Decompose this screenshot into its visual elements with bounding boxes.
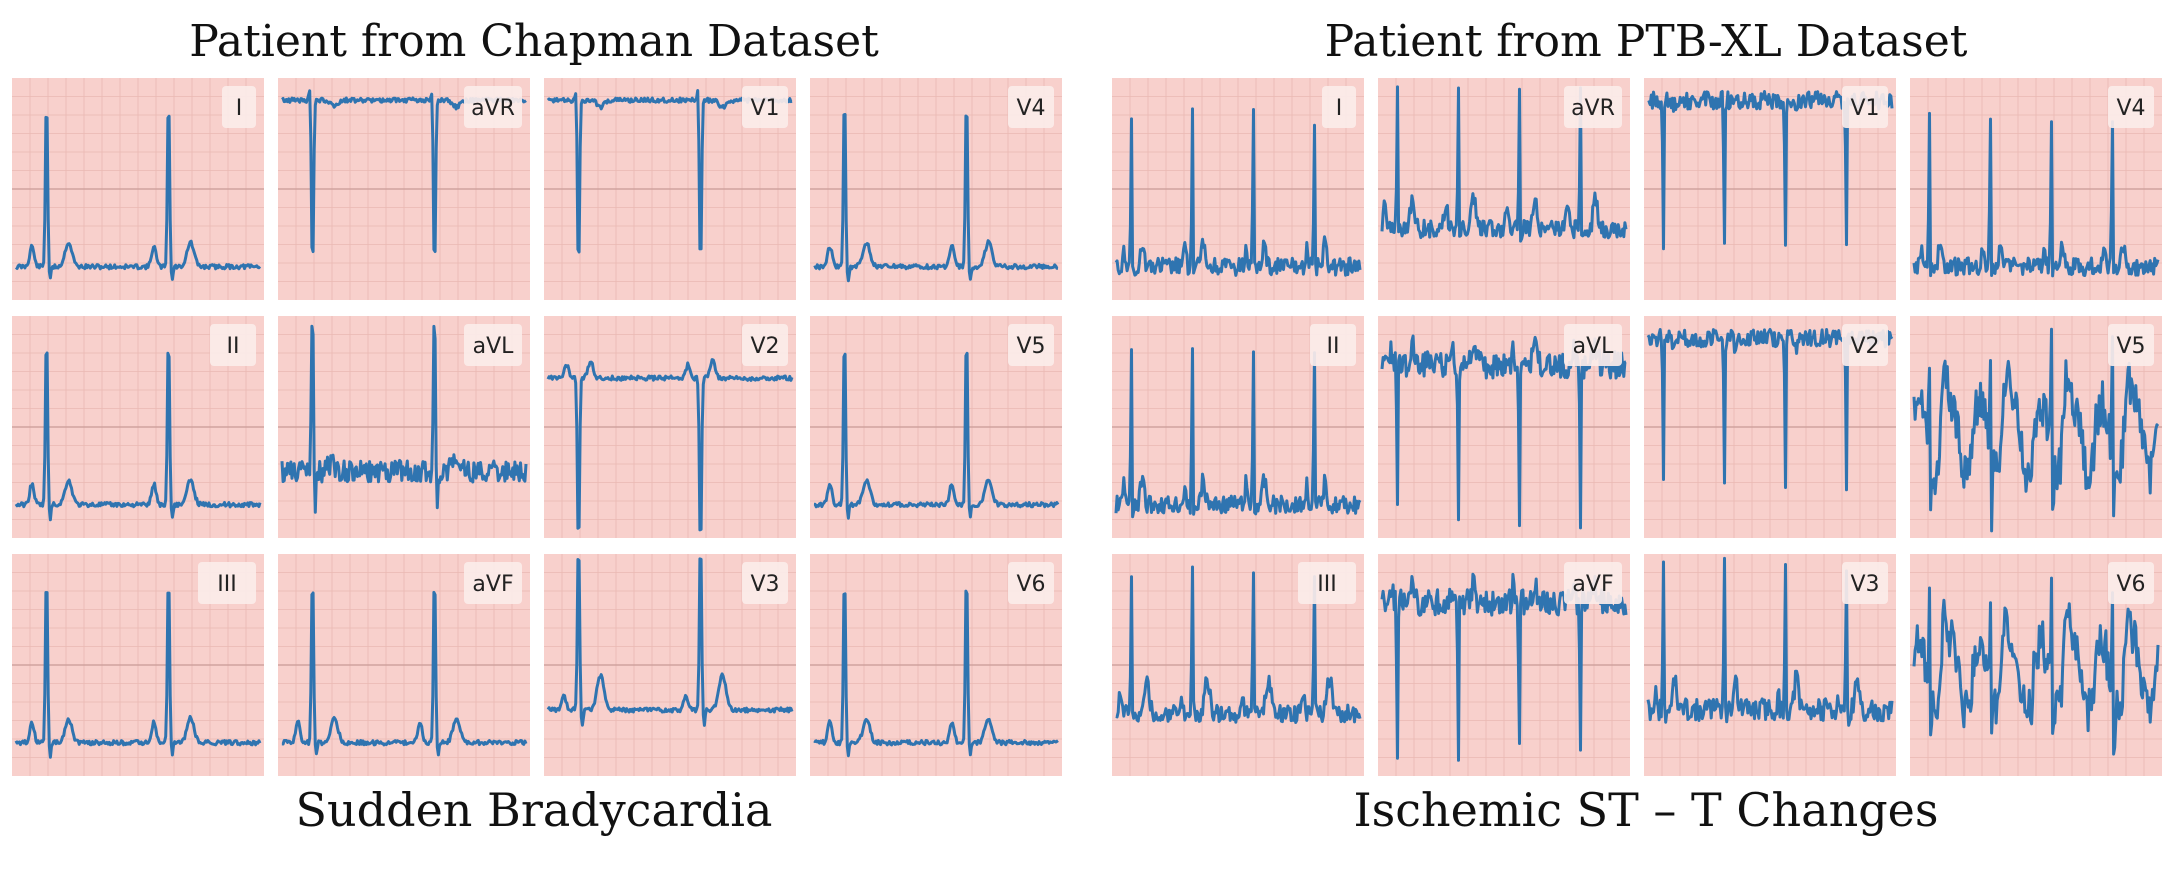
ecg-trace-iii xyxy=(1115,565,1362,724)
lead-panel-v4: V4 xyxy=(1910,78,2162,300)
ecg-trace-avl xyxy=(280,324,528,514)
ecg-trace-v3 xyxy=(546,557,794,727)
lead-label: V1 xyxy=(1850,96,1879,121)
lead-label-box xyxy=(1564,324,1622,366)
lead-label: I xyxy=(236,96,243,121)
ecg-trace-ii xyxy=(1114,347,1362,519)
lead-panel-i: I xyxy=(1112,78,1364,300)
lead-label-box xyxy=(742,86,788,128)
lead-panel-v3: V3 xyxy=(544,554,796,776)
lead-label-box xyxy=(464,562,522,604)
ecg-trace-v5 xyxy=(1912,327,2160,533)
lead-panel-v5: V5 xyxy=(1910,316,2162,538)
lead-label: III xyxy=(1317,572,1336,597)
lead-label: V6 xyxy=(1016,572,1045,597)
lead-label: II xyxy=(1327,334,1340,359)
lead-panel-v1: V1 xyxy=(544,78,796,300)
lead-label: aVF xyxy=(472,572,513,597)
ecg-trace-v4 xyxy=(813,113,1059,283)
ecg-trace-i xyxy=(1114,107,1362,277)
lead-label: aVL xyxy=(1573,334,1615,359)
lead-label-box xyxy=(2108,324,2154,366)
lead-label: V4 xyxy=(2116,96,2145,121)
lead-label-box xyxy=(1310,324,1356,366)
lead-label-box xyxy=(1008,86,1054,128)
lead-panel-i: I xyxy=(12,78,264,300)
lead-label-box xyxy=(1842,86,1888,128)
lead-label-box xyxy=(464,86,522,128)
ecg-trace-avf xyxy=(281,590,528,757)
lead-label: aVF xyxy=(1572,572,1613,597)
lead-panel-avf: aVF xyxy=(1378,554,1630,776)
lead-label: V1 xyxy=(750,96,779,121)
lead-panel-ii: II xyxy=(1112,316,1364,538)
lead-label: I xyxy=(1336,96,1343,121)
lead-panel-v6: V6 xyxy=(1910,554,2162,776)
lead-label: V2 xyxy=(750,334,779,359)
lead-label: aVR xyxy=(471,96,515,121)
lead-panel-v6: V6 xyxy=(810,554,1062,776)
lead-label-box xyxy=(1008,324,1054,366)
lead-label-box xyxy=(198,562,256,604)
ecg-trace-v4 xyxy=(1912,111,2160,278)
lead-label-box xyxy=(1842,562,1888,604)
lead-label-box xyxy=(1564,86,1622,128)
lead-panel-iii: III xyxy=(12,554,264,776)
lead-label-box xyxy=(210,324,256,366)
lead-panel-avr: aVR xyxy=(1378,78,1630,300)
ecg-trace-avf xyxy=(1380,572,1628,762)
lead-label-box xyxy=(1298,562,1356,604)
lead-label-box xyxy=(1322,86,1356,128)
ecg-trace-v6 xyxy=(813,589,1059,758)
lead-panel-avl: aVL xyxy=(278,316,530,538)
lead-panel-v3: V3 xyxy=(1644,554,1896,776)
lead-panel-avf: aVF xyxy=(278,554,530,776)
ecg-trace-i xyxy=(14,114,262,281)
lead-label: III xyxy=(217,572,236,597)
lead-label: V5 xyxy=(1016,334,1045,359)
lead-panel-v1: V1 xyxy=(1644,78,1896,300)
left-panel-caption: Sudden Bradycardia xyxy=(295,783,773,837)
lead-label-box xyxy=(1008,562,1054,604)
ecg-trace-v5 xyxy=(813,351,1060,520)
ecg-trace-iii xyxy=(14,591,262,759)
ecg-trace-avr xyxy=(1380,85,1628,243)
lead-label-box xyxy=(2108,86,2154,128)
lead-label: II xyxy=(227,334,240,359)
lead-panel-v4: V4 xyxy=(810,78,1062,300)
ecg-trace-v6 xyxy=(1912,576,2160,756)
lead-label-box xyxy=(742,562,788,604)
lead-panel-ii: II xyxy=(12,316,264,538)
ecg-trace-v2 xyxy=(546,358,794,532)
lead-panel-iii: III xyxy=(1112,554,1364,776)
lead-label: aVL xyxy=(473,334,515,359)
lead-panel-v2: V2 xyxy=(544,316,796,538)
lead-label-box xyxy=(742,324,788,366)
lead-label-box xyxy=(2108,562,2154,604)
ecg-trace-ii xyxy=(14,351,262,522)
lead-label-box xyxy=(1842,324,1888,366)
lead-panel-v2: V2 xyxy=(1644,316,1896,538)
right-panel-title: Patient from PTB-XL Dataset xyxy=(1324,16,1968,67)
lead-panel-avl: aVL xyxy=(1378,316,1630,538)
lead-label: V3 xyxy=(1850,572,1879,597)
ecg-trace-v3 xyxy=(1646,556,1894,727)
lead-label: V4 xyxy=(1016,96,1045,121)
lead-label: V6 xyxy=(2116,572,2145,597)
lead-panel-avr: aVR xyxy=(278,78,530,300)
lead-label-box xyxy=(464,324,522,366)
lead-panel-v5: V5 xyxy=(810,316,1062,538)
lead-label: V3 xyxy=(750,572,779,597)
lead-label: V2 xyxy=(1850,334,1879,359)
lead-label: V5 xyxy=(2116,334,2145,359)
lead-label-box xyxy=(1564,562,1622,604)
left-panel-title: Patient from Chapman Dataset xyxy=(189,16,879,67)
lead-label: aVR xyxy=(1571,96,1615,121)
right-panel-caption: Ischemic ST – T Changes xyxy=(1353,783,1939,837)
lead-label-box xyxy=(222,86,256,128)
